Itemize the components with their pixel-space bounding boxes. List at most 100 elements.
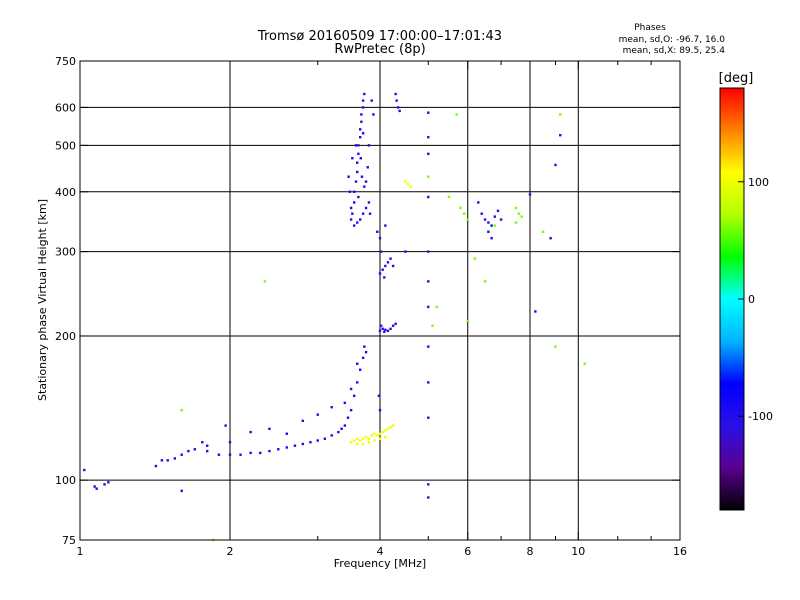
data-point bbox=[352, 201, 356, 204]
data-point bbox=[263, 280, 267, 283]
data-point bbox=[352, 190, 356, 193]
data-point bbox=[357, 195, 360, 199]
data-point bbox=[349, 218, 353, 221]
data-point bbox=[187, 449, 190, 453]
data-point bbox=[554, 163, 557, 167]
data-point bbox=[427, 496, 430, 499]
data-point bbox=[355, 362, 359, 365]
data-point bbox=[330, 434, 333, 437]
data-point bbox=[367, 144, 371, 147]
data-point bbox=[409, 185, 412, 188]
axes-layer: 1 2 4 6 8 10 16 75 100 200 300 400 500 600 750 bbox=[55, 55, 687, 558]
data-point bbox=[383, 330, 386, 334]
data-point bbox=[431, 324, 434, 328]
data-point bbox=[349, 206, 353, 210]
data-point bbox=[366, 166, 369, 169]
data-point bbox=[249, 430, 252, 434]
data-point bbox=[370, 99, 373, 102]
data-point bbox=[427, 135, 430, 139]
data-point bbox=[358, 128, 362, 131]
data-point bbox=[372, 113, 375, 116]
data-point bbox=[435, 305, 438, 309]
data-point bbox=[487, 221, 490, 224]
data-point bbox=[480, 212, 483, 215]
y-tick-label: 400 bbox=[55, 186, 76, 199]
data-point bbox=[358, 218, 362, 221]
data-point bbox=[520, 215, 523, 218]
x-tick-label: 8 bbox=[527, 545, 534, 558]
data-point bbox=[487, 230, 490, 233]
data-point bbox=[277, 448, 280, 451]
data-point bbox=[361, 212, 365, 215]
chart-subtitle: RwPretec (8p) bbox=[334, 42, 425, 57]
data-point bbox=[354, 144, 358, 147]
data-point bbox=[528, 193, 532, 196]
data-point bbox=[352, 439, 356, 442]
data-point bbox=[160, 459, 164, 462]
data-point bbox=[383, 276, 386, 279]
data-point bbox=[352, 394, 356, 398]
chart-title: Tromsø 20160509 17:00:00–17:01:43 bbox=[257, 29, 502, 44]
data-point bbox=[323, 437, 327, 440]
data-point bbox=[364, 180, 368, 183]
data-point bbox=[259, 451, 262, 455]
colorbar: 100 0 -100 bbox=[719, 87, 773, 511]
data-point bbox=[381, 268, 384, 271]
data-point bbox=[381, 327, 384, 331]
colorbar-tick-label: -100 bbox=[748, 410, 773, 423]
data-point bbox=[268, 449, 271, 453]
y-tick-label: 100 bbox=[55, 474, 76, 487]
data-point bbox=[358, 135, 362, 139]
data-point bbox=[373, 439, 376, 442]
data-point bbox=[364, 350, 368, 354]
data-point bbox=[361, 356, 365, 360]
data-point bbox=[166, 459, 169, 462]
data-point bbox=[427, 381, 430, 384]
phases-x-stats: mean, sd,X: 89.5, 25.4 bbox=[623, 46, 726, 56]
data-point bbox=[427, 483, 430, 486]
data-point bbox=[351, 157, 354, 160]
data-point bbox=[378, 432, 382, 435]
data-point bbox=[349, 441, 353, 444]
data-point bbox=[534, 310, 537, 313]
data-point bbox=[376, 434, 379, 437]
data-point bbox=[493, 215, 497, 218]
data-point bbox=[378, 236, 382, 240]
data-point bbox=[357, 144, 360, 147]
data-point bbox=[346, 416, 350, 419]
data-point bbox=[358, 368, 362, 371]
data-point bbox=[447, 195, 451, 199]
colorbar-label: [deg] bbox=[719, 71, 754, 86]
x-tick-label: 10 bbox=[571, 545, 585, 558]
data-point bbox=[347, 175, 350, 178]
data-point bbox=[205, 444, 209, 447]
data-point bbox=[180, 453, 183, 456]
data-point bbox=[228, 441, 232, 444]
data-point bbox=[477, 201, 480, 204]
data-point bbox=[378, 272, 382, 275]
data-point bbox=[354, 180, 358, 183]
data-point bbox=[427, 152, 430, 156]
data-point bbox=[514, 206, 518, 210]
data-point bbox=[389, 257, 392, 260]
data-point bbox=[384, 224, 387, 227]
data-point bbox=[462, 212, 466, 215]
data-point bbox=[391, 424, 395, 427]
data-point bbox=[391, 264, 395, 268]
x-tick-label: 1 bbox=[77, 545, 84, 558]
data-point bbox=[268, 427, 271, 431]
data-point bbox=[496, 209, 500, 213]
data-point bbox=[368, 212, 372, 215]
data-point bbox=[360, 120, 363, 123]
data-point bbox=[559, 133, 562, 137]
data-point bbox=[395, 99, 398, 102]
data-point bbox=[554, 345, 557, 348]
data-points-layer bbox=[83, 92, 586, 542]
y-tick-label: 750 bbox=[55, 55, 76, 68]
x-tick-label: 4 bbox=[377, 545, 384, 558]
data-point bbox=[378, 437, 382, 440]
data-point bbox=[459, 206, 462, 210]
data-point bbox=[348, 190, 352, 193]
data-point bbox=[363, 185, 366, 188]
data-point bbox=[316, 439, 319, 442]
